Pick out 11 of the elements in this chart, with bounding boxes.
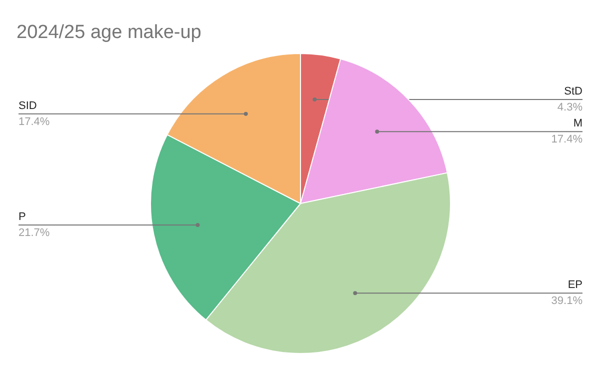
data-label: 4.3%	[557, 101, 583, 114]
slice-label: EP	[568, 279, 583, 292]
slice-label: P	[18, 210, 26, 223]
slice-label: StD	[564, 85, 583, 98]
data-label: 21.7%	[18, 226, 50, 239]
slice-label: SID	[18, 100, 37, 112]
slice-label: M	[573, 118, 583, 130]
data-label: 17.4%	[18, 116, 50, 128]
chart-title: 2024/25 age make-up	[16, 22, 202, 43]
data-label: 17.4%	[551, 134, 583, 146]
data-label: 39.1%	[551, 295, 583, 308]
